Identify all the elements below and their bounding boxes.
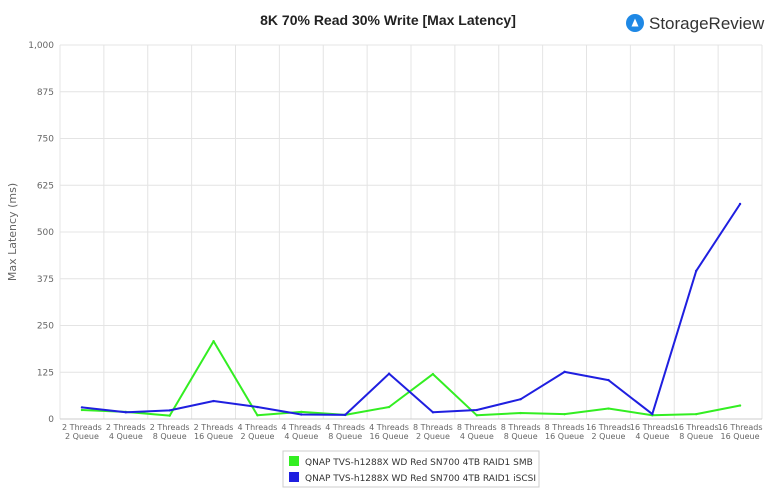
y-tick-label: 875 <box>37 88 54 98</box>
brand-name: StorageReview <box>649 14 765 33</box>
x-tick-label: 4 Threads 16 Queue <box>369 423 409 441</box>
data-point <box>607 378 610 382</box>
y-tick-label: 250 <box>37 322 54 332</box>
storagereview-logo-icon <box>626 14 644 32</box>
x-tick-label: 8 Threads 8 Queue <box>501 423 541 441</box>
data-point <box>563 412 566 416</box>
data-point <box>168 414 171 417</box>
data-point <box>212 399 215 403</box>
data-point <box>563 370 566 374</box>
data-point <box>212 340 215 343</box>
data-point <box>519 411 522 415</box>
data-point <box>80 408 84 412</box>
series-line-1 <box>81 203 741 416</box>
data-point <box>256 405 259 409</box>
y-axis-ticks: 0 125 250 375 500 625 750 875 1,000 <box>28 41 54 425</box>
series-lines <box>80 202 742 417</box>
data-point <box>124 411 128 414</box>
data-point <box>387 405 391 409</box>
y-tick-label: 500 <box>37 228 54 238</box>
legend-swatch-iscsi <box>289 472 299 482</box>
y-tick-label: 750 <box>37 135 54 145</box>
x-tick-label: 16 Threads 8 Queue <box>674 423 719 441</box>
x-tick-label: 8 Threads 16 Queue <box>545 423 585 441</box>
data-point <box>256 414 259 417</box>
data-point <box>387 372 391 375</box>
x-tick-label: 4 Threads 4 Queue <box>281 423 321 441</box>
x-tick-label: 16 Threads 2 Queue <box>586 423 631 441</box>
brand-logo: StorageReview <box>626 14 765 33</box>
y-tick-label: 0 <box>48 415 54 425</box>
chart-title: 8K 70% Read 30% Write [Max Latency] <box>260 12 516 28</box>
data-point <box>300 410 303 414</box>
x-tick-label: 2 Threads 4 Queue <box>106 423 146 441</box>
data-point <box>738 202 742 206</box>
legend: QNAP TVS-h1288X WD Red SN700 4TB RAID1 S… <box>282 450 540 488</box>
x-tick-label: 4 Threads 8 Queue <box>325 423 365 441</box>
x-tick-label: 2 Threads 2 Queue <box>62 423 102 441</box>
legend-swatch-smb <box>289 456 299 466</box>
x-tick-label: 16 Threads 16 Queue <box>718 423 763 441</box>
series-line-0 <box>81 340 741 417</box>
data-point <box>343 413 347 417</box>
x-tick-label: 16 Threads 4 Queue <box>630 423 675 441</box>
data-point <box>168 409 171 412</box>
legend-label-smb: QNAP TVS-h1288X WD Red SN700 4TB RAID1 S… <box>305 458 533 468</box>
data-point <box>431 372 435 376</box>
data-point <box>519 397 522 401</box>
y-tick-label: 625 <box>37 181 54 191</box>
x-tick-label: 2 Threads 16 Queue <box>194 423 234 441</box>
x-tick-label: 2 Threads 8 Queue <box>150 423 190 441</box>
y-axis-label: Max Latency (ms) <box>6 183 19 281</box>
data-point <box>475 414 479 417</box>
data-point <box>300 413 303 416</box>
data-point <box>694 412 698 416</box>
y-tick-label: 1,000 <box>28 41 54 51</box>
data-point <box>431 411 435 414</box>
y-tick-label: 375 <box>37 275 54 285</box>
x-tick-label: 8 Threads 2 Queue <box>413 423 453 441</box>
data-point <box>475 408 479 412</box>
x-tick-label: 4 Threads 2 Queue <box>238 423 278 441</box>
data-point <box>694 269 698 273</box>
grid-lines <box>59 44 763 420</box>
data-point <box>738 404 742 407</box>
x-tick-label: 8 Threads 4 Queue <box>457 423 497 441</box>
data-point <box>607 407 610 410</box>
legend-label-iscsi: QNAP TVS-h1288X WD Red SN700 4TB RAID1 i… <box>305 474 536 484</box>
data-point <box>651 412 654 416</box>
data-point <box>80 406 84 409</box>
y-tick-label: 125 <box>37 368 54 378</box>
